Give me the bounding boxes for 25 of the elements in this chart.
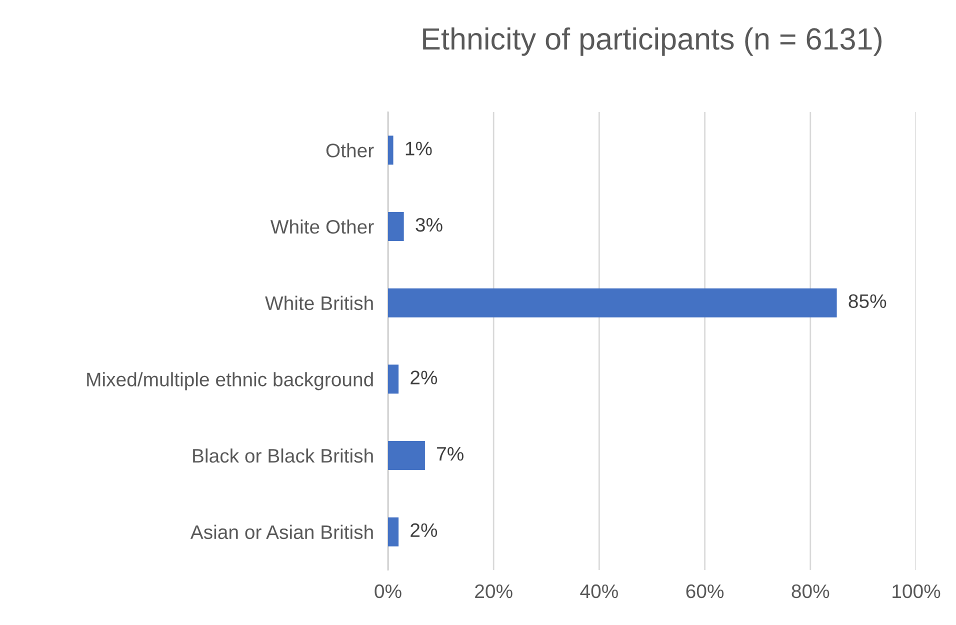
data-label: 1% [406,142,432,156]
bar [388,364,399,394]
y-tick-label: Black or Black British [193,448,373,463]
x-tick-label: 80% [792,584,830,598]
y-tick-label: Mixed/multiple ethnic background [87,372,373,390]
x-tick-label: 20% [475,584,512,598]
data-label: 7% [437,447,464,461]
bar [388,136,394,165]
x-tick-label: 0% [374,584,402,598]
chart-title: Ethnicity of participants (n = 6131) [423,27,882,56]
y-tick-label: White British [265,296,373,310]
y-tick-label: Other [326,143,374,158]
y-tick-label: Asian or Asian British [190,524,373,540]
x-tick-label: 100% [892,584,940,598]
y-tick-label: White Other [270,219,374,234]
data-label: 2% [410,370,438,384]
bar [388,440,425,470]
bar [388,517,399,546]
x-tick-label: 40% [580,584,618,598]
bar [388,288,837,318]
data-label: 85% [848,294,886,308]
bar [388,212,404,242]
data-label: 2% [410,523,438,537]
data-label: 3% [416,218,442,232]
x-tick-label: 60% [686,584,724,598]
